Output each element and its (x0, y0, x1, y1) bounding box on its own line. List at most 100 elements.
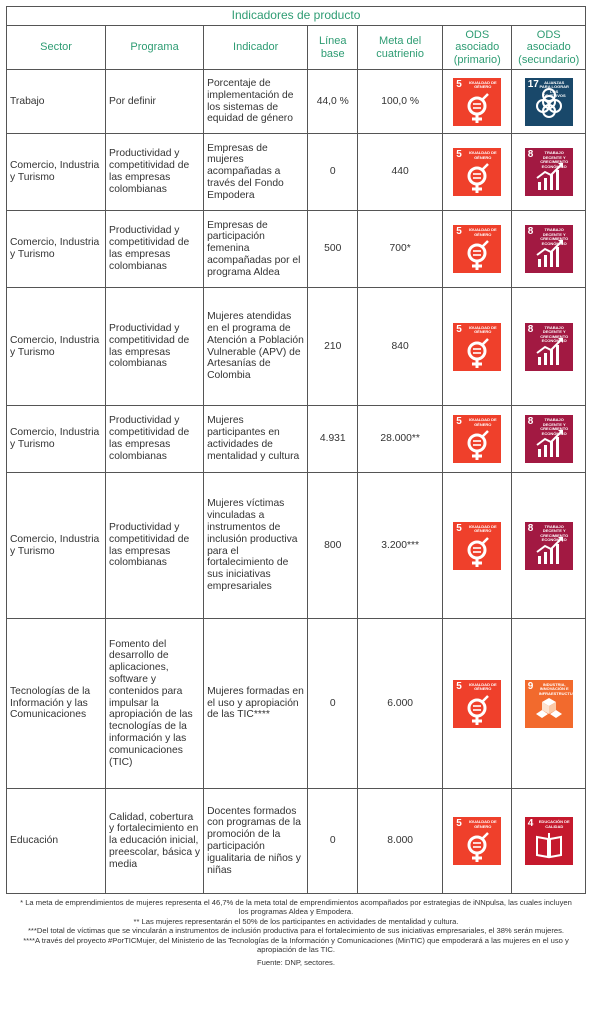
sdg-label: Educación de calidad (538, 819, 570, 829)
sdg-label: Igualdad de género (468, 150, 497, 160)
cell-programa: Productividad y competitividad de las em… (105, 287, 205, 406)
cell-meta: 3.200*** (357, 472, 444, 619)
sdg-label: Industria, innovación e infraestructura (538, 681, 579, 696)
table-row: Comercio, Industria y Turismo Productivid… (5, 210, 586, 288)
header-ods-primario: ODS asociado (primario) (442, 25, 513, 70)
indicators-table: Indicadores de producto Sector Programa … (5, 6, 586, 894)
cell-ods-primario: 5 Igualdad de género (442, 133, 513, 211)
cell-sector: Comercio, Industria y Turismo (5, 133, 107, 211)
cell-meta: 100,0 % (357, 69, 444, 134)
sdg-number: 8 (527, 323, 534, 335)
cell-programa: Productividad y competitividad de las em… (105, 405, 205, 473)
cell-meta: 440 (357, 133, 444, 211)
sdg-badge-primary: 5 Igualdad de género (453, 415, 502, 463)
cell-ods-primario: 5 Igualdad de género (442, 618, 513, 789)
cell-indicador: Empresas de mujeres acompañadas a través… (203, 133, 309, 211)
cell-ods-primario: 5 Igualdad de género (442, 210, 513, 288)
cell-indicador: Mujeres atendidas en el programa de Aten… (203, 287, 309, 406)
sdg-label: Trabajo decente y crecimiento económico (540, 150, 569, 169)
table-row: Comercio, Industria y Turismo Productivid… (5, 133, 586, 211)
cell-programa: Por definir (105, 69, 205, 134)
header-meta: Meta del cuatrienio (357, 25, 444, 70)
cell-ods-secundario: 8 Trabajo decente y crecimiento económico (511, 405, 586, 473)
cell-ods-secundario: 8 Trabajo decente y crecimiento económico (511, 210, 586, 288)
sdg-badge-primary: 5 Igualdad de género (453, 77, 502, 126)
cell-indicador: Mujeres víctimas vinculadas a instrument… (203, 472, 309, 619)
footnote: ***Del total de víctimas que se vincular… (27, 926, 565, 936)
cell-ods-secundario: 9 Industria, innovación e infraestructura (511, 618, 586, 789)
sdg-label: Trabajo decente y crecimiento económico (540, 523, 569, 542)
table-row: Comercio, Industria y Turismo Productivid… (5, 472, 586, 619)
cell-ods-secundario: 8 Trabajo decente y crecimiento económico (511, 287, 586, 406)
sdg-badge-primary: 5 Igualdad de género (453, 225, 502, 273)
cell-linea-base: 0 (307, 618, 359, 789)
cell-ods-primario: 5 Igualdad de género (442, 69, 513, 134)
footnote: * La meta de emprendimientos de mujeres … (20, 898, 572, 917)
sdg-badge-primary: 5 Igualdad de género (453, 817, 502, 865)
table-row: Educación Calidad, cobertura y fortalecim… (5, 788, 586, 894)
sdg-number: 5 (456, 149, 462, 160)
table-body: Trabajo Por definir Porcentaje de implemen… (5, 69, 586, 894)
table-row: Trabajo Por definir Porcentaje de implemen… (5, 69, 586, 134)
cell-indicador: Porcentaje de implementación de los sist… (203, 69, 309, 134)
cell-linea-base: 500 (307, 210, 359, 288)
sdg-number: 5 (456, 226, 462, 237)
cell-meta: 840 (357, 287, 444, 406)
footnote: ****A través del proyecto #PorTICMujer, … (23, 935, 569, 955)
cell-sector: Tecnologías de la Información y las Comu… (5, 618, 107, 789)
sdg-label: Igualdad de género (468, 79, 497, 89)
cell-indicador: Mujeres formadas en el uso y apropiación… (203, 618, 309, 789)
cell-sector: Educación (5, 788, 107, 894)
sdg-label: Igualdad de género (468, 324, 497, 334)
cell-indicador: Empresas de participación femenina acomp… (203, 210, 309, 288)
header-sector: Sector (5, 25, 107, 70)
cell-sector: Comercio, Industria y Turismo (5, 210, 107, 288)
sdg-label: Igualdad de género (468, 523, 497, 533)
header-linea-base: Línea base (307, 25, 359, 70)
sdg-badge-secondary: 17 Alianzas para lograr los objetivos (524, 77, 573, 126)
indicators-table-container: Indicadores de producto Sector Programa … (5, 6, 586, 968)
header-indicador: Indicador (203, 25, 309, 70)
sdg-badge-secondary: 9 Industria, innovación e infraestructura (524, 679, 579, 728)
cell-programa: Productividad y competitividad de las em… (105, 133, 205, 211)
cell-linea-base: 44,0 % (307, 69, 359, 134)
sdg-number: 5 (456, 818, 462, 829)
cell-programa: Fomento del desarrollo de aplicaciones, … (105, 618, 205, 789)
sdg-badge-secondary: 8 Trabajo decente y crecimiento económico (524, 322, 573, 371)
sdg-badge-primary: 5 Igualdad de género (453, 521, 502, 570)
sdg-badge-secondary: 4 Educación de calidad (524, 817, 573, 865)
cell-meta: 8.000 (357, 788, 444, 894)
cell-indicador: Mujeres participantes en actividades de … (203, 405, 309, 473)
cell-ods-secundario: 8 Trabajo decente y crecimiento económico (511, 472, 586, 619)
sdg-badge-primary: 5 Igualdad de género (453, 679, 502, 728)
sdg-label: Igualdad de género (468, 681, 497, 691)
cell-sector: Comercio, Industria y Turismo (5, 405, 107, 473)
cell-meta: 28.000** (357, 405, 444, 473)
cell-ods-secundario: 17 Alianzas para lograr los objetivos (511, 69, 586, 134)
table-row: Comercio, Industria y Turismo Productivid… (5, 287, 586, 406)
cell-ods-secundario: 4 Educación de calidad (511, 788, 586, 894)
source-note: Fuente: DNP, sectores. (257, 958, 335, 968)
sdg-number: 5 (456, 522, 462, 534)
sdg-label: Trabajo decente y crecimiento económico (540, 324, 569, 343)
sdg-number: 5 (456, 416, 462, 427)
sdg-badge-secondary: 8 Trabajo decente y crecimiento económico (524, 225, 573, 273)
cell-ods-primario: 5 Igualdad de género (442, 788, 513, 894)
sdg-badge-secondary: 8 Trabajo decente y crecimiento económico (524, 148, 573, 196)
cell-linea-base: 800 (307, 472, 359, 619)
cell-ods-primario: 5 Igualdad de género (442, 472, 513, 619)
cell-programa: Productividad y competitividad de las em… (105, 210, 205, 288)
cell-ods-primario: 5 Igualdad de género (442, 287, 513, 406)
cell-sector: Comercio, Industria y Turismo (5, 287, 107, 406)
cell-sector: Comercio, Industria y Turismo (5, 472, 107, 619)
table-title: Indicadores de producto (6, 6, 586, 26)
cell-ods-secundario: 8 Trabajo decente y crecimiento económico (511, 133, 586, 211)
cell-programa: Productividad y competitividad de las em… (105, 472, 205, 619)
header-ods-secundario: ODS asociado (secundario) (511, 25, 586, 70)
table-row: Comercio, Industria y Turismo Productivid… (5, 405, 586, 473)
sdg-badge-primary: 5 Igualdad de género (453, 322, 502, 371)
sdg-number: 5 (456, 78, 462, 90)
sdg-number: 5 (456, 680, 462, 692)
sdg-badge-secondary: 8 Trabajo decente y crecimiento económico (524, 415, 573, 463)
sdg-label: Igualdad de género (468, 819, 497, 829)
